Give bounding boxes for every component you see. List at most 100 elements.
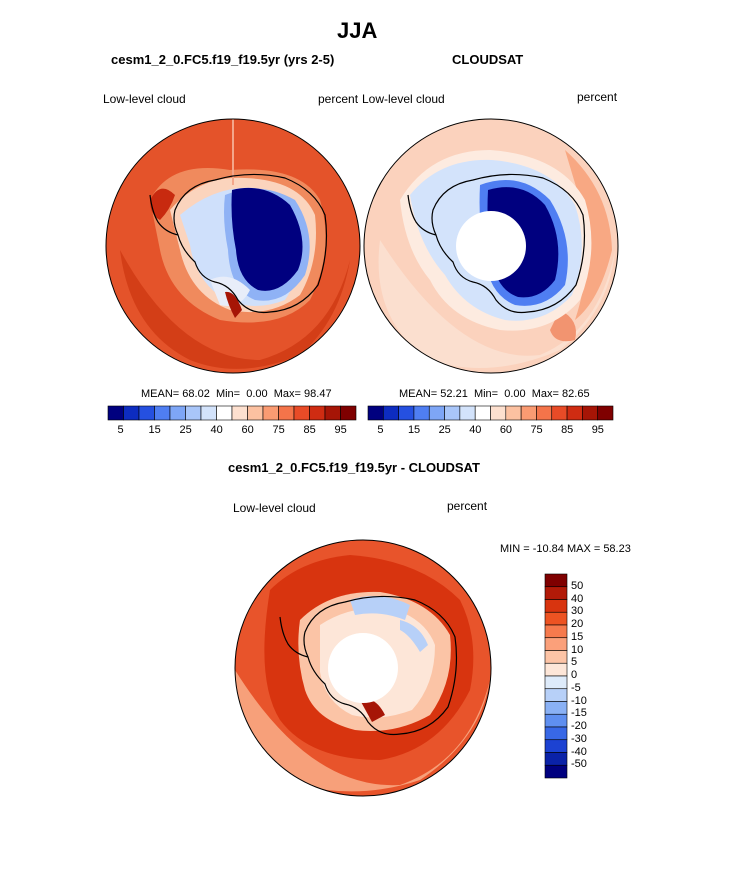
colorbar-diff-swatch	[544, 752, 568, 766]
panel2-right-label: percent	[577, 90, 618, 104]
colorbar-diff-tick-label: 20	[571, 618, 584, 630]
colorbar-diff-tick-label: -10	[571, 694, 587, 707]
panel2-stats: MEAN= 52.21 Min= 0.00 Max= 82.65	[399, 388, 590, 400]
panel1-stats: MEAN= 68.02 Min= 0.00 Max= 98.47	[141, 388, 332, 400]
panel1-min: 0.00	[246, 388, 268, 400]
colorbar-top-left-swatch	[278, 405, 295, 421]
colorbar-diff-tick-label: -5	[571, 681, 581, 694]
colorbar-top-left	[107, 405, 357, 421]
colorbar-top-right-swatch	[566, 405, 583, 421]
colorbar-top-right-tick-label: 75	[530, 424, 543, 436]
colorbar-diff-swatch	[544, 713, 568, 728]
colorbar-difference	[544, 573, 568, 779]
diff-right-label: percent	[447, 499, 488, 513]
colorbar-top-right-swatch	[505, 405, 522, 421]
colorbar-diff-swatch	[544, 573, 568, 588]
colorbar-top-left-swatch	[309, 405, 326, 421]
colorbar-top-left-swatch	[216, 405, 233, 421]
panel2-min: 0.00	[504, 388, 526, 400]
colorbar-diff-swatch	[544, 650, 568, 664]
map-difference	[235, 540, 491, 796]
colorbar-diff-tick-label: 10	[571, 643, 584, 656]
diff-minmax: MIN = -10.84 MAX = 58.23	[500, 543, 631, 555]
colorbar-top-right-tick-label: 95	[591, 424, 604, 436]
colorbar-diff-swatch	[544, 701, 568, 715]
colorbar-top-left-tick-label: 85	[303, 424, 316, 436]
colorbar-top-left-tick-label: 40	[210, 424, 223, 436]
colorbar-diff-tick-label: 50	[571, 579, 584, 592]
colorbar-top-right-swatch	[413, 405, 430, 421]
colorbar-diff-tick-label: -50	[571, 758, 587, 771]
colorbar-top-right-swatch	[474, 405, 491, 421]
diff-title: cesm1_2_0.FC5.f19_f19.5yr - CLOUDSAT	[228, 460, 480, 475]
colorbar-diff-tick-label: -30	[571, 732, 587, 745]
colorbar-diff-swatch	[544, 764, 568, 779]
colorbar-top-left-swatch	[293, 405, 310, 421]
colorbar-top-left-swatch	[340, 405, 357, 421]
colorbar-diff-tick-label: -40	[571, 745, 587, 758]
colorbar-diff-swatch	[544, 726, 568, 741]
colorbar-top-right-swatch	[551, 405, 568, 421]
colorbar-top-left-swatch	[231, 405, 248, 421]
colorbar-diff-swatch	[544, 624, 568, 639]
page-title: JJA	[337, 18, 378, 43]
colorbar-diff-tick-label: -20	[571, 720, 587, 732]
colorbar-top-right-swatch	[536, 405, 553, 421]
colorbar-top-right-tick-label: 25	[438, 424, 451, 436]
panel1-mean: 68.02	[182, 388, 210, 400]
colorbar-diff-swatch	[544, 662, 568, 677]
colorbar-top-left-tick-label: 15	[148, 424, 161, 436]
colorbar-top-right-swatch	[582, 405, 598, 421]
colorbar-diff-swatch	[544, 688, 568, 702]
colorbar-top-right-swatch	[428, 405, 445, 421]
colorbar-top-right	[367, 405, 614, 421]
colorbar-top-right-swatch	[367, 405, 384, 421]
colorbar-top-left-swatch	[247, 405, 264, 421]
panel2-title: CLOUDSAT	[452, 52, 524, 67]
panel1-title: cesm1_2_0.FC5.f19_f19.5yr (yrs 2-5)	[111, 52, 335, 67]
colorbar-top-right-swatch	[444, 405, 461, 421]
colorbar-top-right-swatch	[597, 405, 614, 421]
panel2-left-label: Low-level cloud	[362, 92, 445, 106]
colorbar-diff-tick-label: 40	[571, 592, 584, 605]
panel2-max: 82.65	[562, 388, 590, 400]
colorbar-diff-tick-label: 0	[571, 669, 578, 681]
colorbar-top-right-swatch	[383, 405, 399, 421]
map-model-low-cloud	[106, 119, 360, 373]
colorbar-top-right-swatch	[398, 405, 415, 421]
colorbar-top-right-swatch	[459, 405, 476, 421]
colorbar-top-right-tick-label: 40	[469, 424, 482, 436]
panel2-mean: 52.21	[440, 388, 468, 400]
panel1-left-label: Low-level cloud	[103, 92, 186, 106]
colorbar-top-right-tick-label: 15	[407, 424, 421, 436]
colorbar-top-left-swatch	[123, 405, 140, 421]
colorbar-diff-tick-label: 30	[571, 605, 584, 618]
panel1-right-label: percent	[318, 92, 359, 106]
colorbar-top-left-swatch	[107, 405, 124, 421]
colorbar-diff-tick-label: 5	[571, 656, 578, 669]
colorbar-top-right-tick-label: 5	[377, 424, 384, 436]
colorbar-top-right-tick-label: 85	[561, 424, 574, 436]
colorbar-top-left-swatch	[169, 405, 186, 421]
colorbar-top-left-tick-label: 75	[272, 424, 285, 436]
colorbar-top-right-swatch	[490, 405, 507, 421]
colorbar-top-left-tick-label: 95	[334, 424, 347, 436]
colorbar-top-left-swatch	[324, 405, 341, 421]
diff-left-label: Low-level cloud	[233, 501, 316, 515]
colorbar-top-right-swatch	[520, 405, 537, 421]
colorbar-top-left-swatch	[262, 405, 279, 421]
colorbar-diff-tick-label: -15	[571, 707, 587, 720]
colorbar-top-left-tick-label: 60	[241, 424, 254, 436]
colorbar-top-right-tick-label: 60	[499, 424, 513, 436]
panel1-max: 98.47	[304, 388, 332, 400]
colorbar-diff-swatch	[544, 611, 568, 626]
colorbar-diff-tick-label: 15	[571, 630, 584, 643]
map-cloudsat-low-cloud	[364, 119, 618, 373]
colorbar-diff-swatch	[544, 586, 568, 600]
colorbar-diff-swatch	[544, 739, 568, 753]
colorbar-top-left-tick-label: 5	[117, 424, 124, 436]
colorbar-top-left-swatch	[138, 405, 155, 421]
colorbar-diff-swatch	[544, 637, 568, 651]
colorbar-top-left-swatch	[154, 405, 171, 421]
